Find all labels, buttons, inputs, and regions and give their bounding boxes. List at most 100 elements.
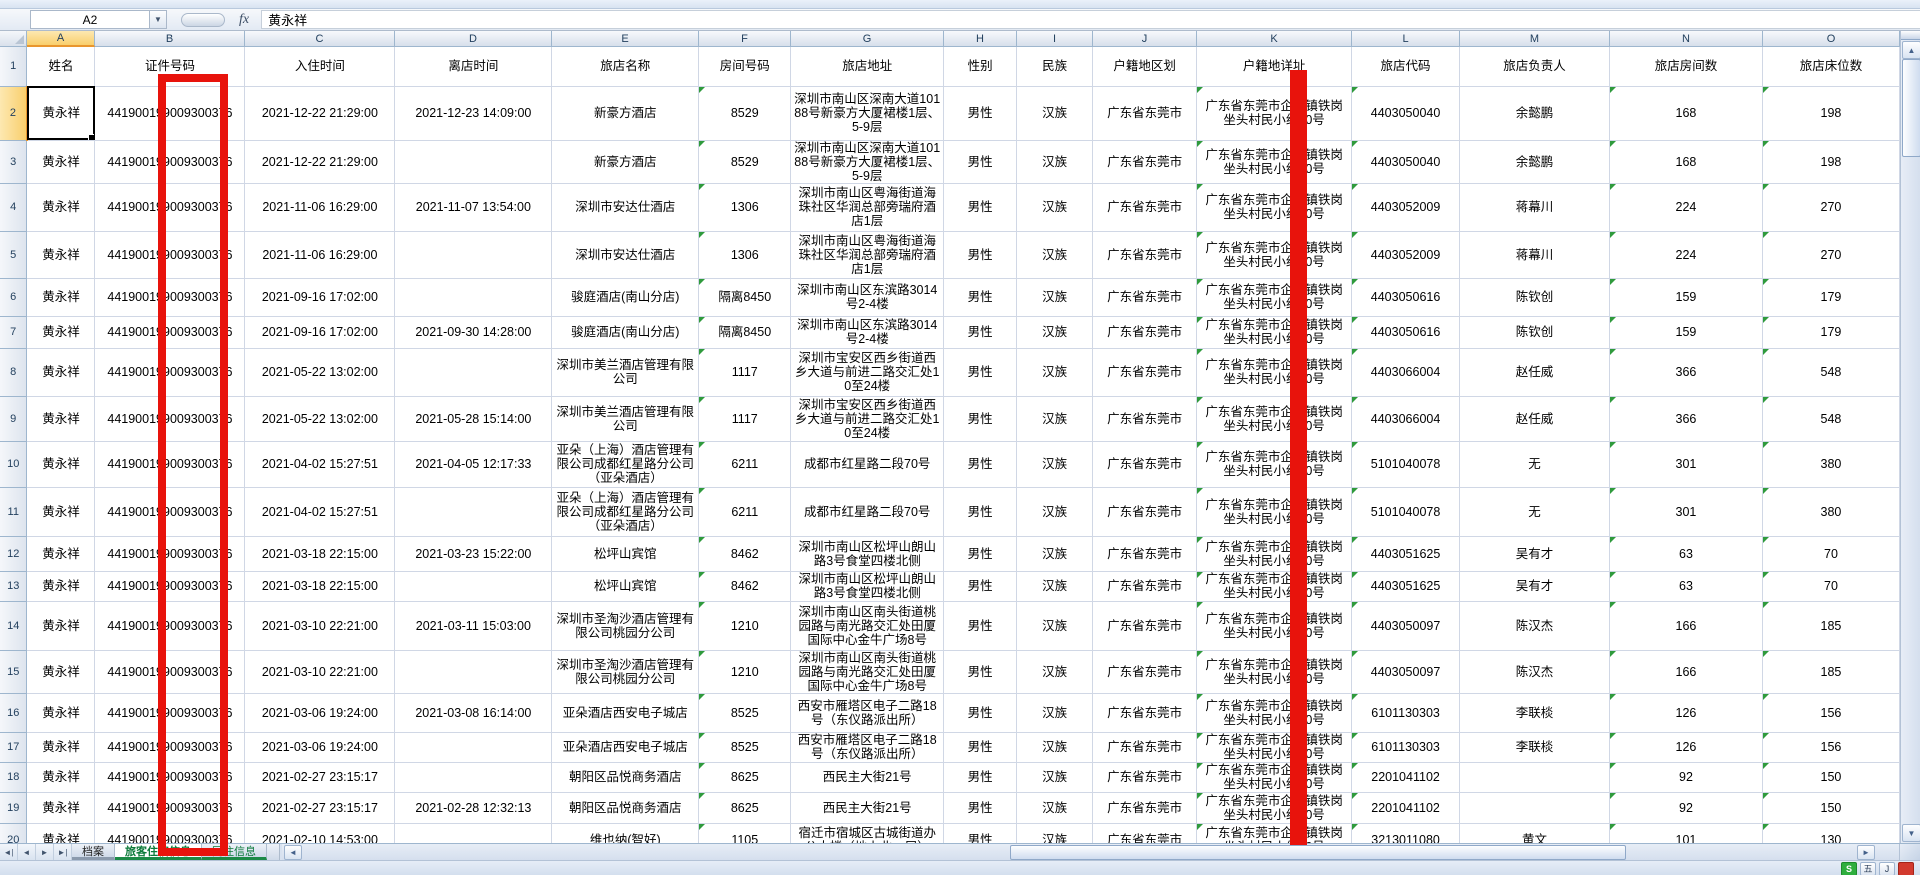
- column-header-N[interactable]: N: [1610, 31, 1763, 47]
- column-header-I[interactable]: I: [1017, 31, 1093, 47]
- cell-K1[interactable]: 户籍地详址: [1196, 47, 1353, 87]
- column-header-A[interactable]: A: [27, 31, 95, 47]
- cell-N10[interactable]: 301: [1609, 441, 1763, 488]
- cell-O2[interactable]: 198: [1762, 86, 1900, 141]
- cell-O17[interactable]: 156: [1762, 732, 1900, 763]
- cell-K12[interactable]: 广东省东莞市企石镇铁岗坐头村民小组10号: [1196, 536, 1353, 572]
- cell-E12[interactable]: 松坪山宾馆: [551, 536, 700, 572]
- cell-E9[interactable]: 深圳市美兰酒店管理有限公司: [551, 396, 700, 442]
- row-header-19[interactable]: 19: [0, 792, 28, 824]
- row-header-5[interactable]: 5: [0, 231, 28, 279]
- cell-A12[interactable]: 黄永祥: [26, 536, 96, 572]
- cell-A17[interactable]: 黄永祥: [26, 732, 96, 763]
- cell-G20[interactable]: 宿迁市宿城区古城街道办公大楼（地上北一层）: [790, 823, 945, 843]
- cell-J7[interactable]: 广东省东莞市: [1092, 316, 1198, 349]
- cell-M9[interactable]: 赵任威: [1459, 396, 1610, 442]
- cell-O3[interactable]: 198: [1762, 140, 1900, 184]
- cell-O5[interactable]: 270: [1762, 231, 1900, 279]
- cell-G19[interactable]: 西民主大街21号: [790, 792, 945, 824]
- cell-J19[interactable]: 广东省东莞市: [1092, 792, 1198, 824]
- row-header-12[interactable]: 12: [0, 536, 28, 572]
- column-header-F[interactable]: F: [699, 31, 791, 47]
- cell-C1[interactable]: 入住时间: [244, 47, 396, 87]
- cell-O8[interactable]: 548: [1762, 348, 1900, 397]
- cell-K14[interactable]: 广东省东莞市企石镇铁岗坐头村民小组10号: [1196, 601, 1353, 651]
- cell-J2[interactable]: 广东省东莞市: [1092, 86, 1198, 141]
- cell-K7[interactable]: 广东省东莞市企石镇铁岗坐头村民小组10号: [1196, 316, 1353, 349]
- cell-H2[interactable]: 男性: [943, 86, 1018, 141]
- cell-D7[interactable]: 2021-09-30 14:28:00: [394, 316, 553, 349]
- cell-I19[interactable]: 汉族: [1016, 792, 1094, 824]
- cell-A15[interactable]: 黄永祥: [26, 650, 96, 694]
- sheet-tab-1[interactable]: 档案: [72, 844, 115, 860]
- cell-A1[interactable]: 姓名: [26, 47, 96, 87]
- cell-D12[interactable]: 2021-03-23 15:22:00: [394, 536, 553, 572]
- cell-C18[interactable]: 2021-02-27 23:15:17: [244, 762, 396, 793]
- cell-K8[interactable]: 广东省东莞市企石镇铁岗坐头村民小组10号: [1196, 348, 1353, 397]
- tray-red-icon[interactable]: [1898, 861, 1914, 875]
- cell-H16[interactable]: 男性: [943, 693, 1018, 733]
- cell-N9[interactable]: 366: [1609, 396, 1763, 442]
- cell-E6[interactable]: 骏庭酒店(南山分店): [551, 278, 700, 317]
- cell-L19[interactable]: 2201041102: [1351, 792, 1461, 824]
- cell-F1[interactable]: 房间号码: [698, 47, 792, 87]
- ime-mode-icon[interactable]: 五: [1860, 861, 1876, 875]
- cell-J10[interactable]: 广东省东莞市: [1092, 441, 1198, 488]
- cell-C5[interactable]: 2021-11-06 16:29:00: [244, 231, 396, 279]
- cell-M13[interactable]: 吴有才: [1459, 571, 1610, 602]
- cell-B4[interactable]: 441900199009300376: [94, 183, 246, 232]
- cell-N17[interactable]: 126: [1609, 732, 1763, 763]
- cell-O6[interactable]: 179: [1762, 278, 1900, 317]
- cell-L11[interactable]: 5101040078: [1351, 487, 1461, 537]
- row-header-11[interactable]: 11: [0, 487, 28, 537]
- cell-F16[interactable]: 8525: [698, 693, 792, 733]
- cell-G15[interactable]: 深圳市南山区南头街道桃园路与南光路交汇处田厦国际中心金牛广场8号: [790, 650, 945, 694]
- cell-K3[interactable]: 广东省东莞市企石镇铁岗坐头村民小组10号: [1196, 140, 1353, 184]
- column-header-K[interactable]: K: [1197, 31, 1352, 47]
- cell-F6[interactable]: 隔离8450: [698, 278, 792, 317]
- cell-F8[interactable]: 1117: [698, 348, 792, 397]
- cell-A13[interactable]: 黄永祥: [26, 571, 96, 602]
- cell-A6[interactable]: 黄永祥: [26, 278, 96, 317]
- cell-J1[interactable]: 户籍地区划: [1092, 47, 1198, 87]
- cell-I15[interactable]: 汉族: [1016, 650, 1094, 694]
- cell-N5[interactable]: 224: [1609, 231, 1763, 279]
- cell-D14[interactable]: 2021-03-11 15:03:00: [394, 601, 553, 651]
- cell-D15[interactable]: [394, 650, 553, 694]
- cell-A10[interactable]: 黄永祥: [26, 441, 96, 488]
- split-handle[interactable]: [1901, 31, 1920, 40]
- column-header-B[interactable]: B: [95, 31, 245, 47]
- cell-D10[interactable]: 2021-04-05 12:17:33: [394, 441, 553, 488]
- cell-C15[interactable]: 2021-03-10 22:21:00: [244, 650, 396, 694]
- cell-I3[interactable]: 汉族: [1016, 140, 1094, 184]
- row-header-17[interactable]: 17: [0, 732, 28, 763]
- cell-E7[interactable]: 骏庭酒店(南山分店): [551, 316, 700, 349]
- cell-K6[interactable]: 广东省东莞市企石镇铁岗坐头村民小组10号: [1196, 278, 1353, 317]
- cell-H7[interactable]: 男性: [943, 316, 1018, 349]
- cell-G18[interactable]: 西民主大街21号: [790, 762, 945, 793]
- cell-O12[interactable]: 70: [1762, 536, 1900, 572]
- cell-J20[interactable]: 广东省东莞市: [1092, 823, 1198, 843]
- cell-L7[interactable]: 4403050616: [1351, 316, 1461, 349]
- row-header-8[interactable]: 8: [0, 348, 28, 397]
- cell-F4[interactable]: 1306: [698, 183, 792, 232]
- cell-M12[interactable]: 吴有才: [1459, 536, 1610, 572]
- column-header-J[interactable]: J: [1093, 31, 1197, 47]
- cell-F13[interactable]: 8462: [698, 571, 792, 602]
- cell-E10[interactable]: 亚朵（上海）酒店管理有限公司成都红星路分公司（亚朵酒店）: [551, 441, 700, 488]
- cell-K10[interactable]: 广东省东莞市企石镇铁岗坐头村民小组10号: [1196, 441, 1353, 488]
- cell-F15[interactable]: 1210: [698, 650, 792, 694]
- cell-C6[interactable]: 2021-09-16 17:02:00: [244, 278, 396, 317]
- cell-E8[interactable]: 深圳市美兰酒店管理有限公司: [551, 348, 700, 397]
- cell-I7[interactable]: 汉族: [1016, 316, 1094, 349]
- cell-J3[interactable]: 广东省东莞市: [1092, 140, 1198, 184]
- cell-M3[interactable]: 余懿鹏: [1459, 140, 1610, 184]
- cell-A9[interactable]: 黄永祥: [26, 396, 96, 442]
- cell-F20[interactable]: 1105: [698, 823, 792, 843]
- cell-N3[interactable]: 168: [1609, 140, 1763, 184]
- cell-M4[interactable]: 蒋幕川: [1459, 183, 1610, 232]
- cell-K16[interactable]: 广东省东莞市企石镇铁岗坐头村民小组10号: [1196, 693, 1353, 733]
- tab-nav-last-icon[interactable]: ►|: [54, 844, 72, 860]
- cell-K4[interactable]: 广东省东莞市企石镇铁岗坐头村民小组10号: [1196, 183, 1353, 232]
- cell-A4[interactable]: 黄永祥: [26, 183, 96, 232]
